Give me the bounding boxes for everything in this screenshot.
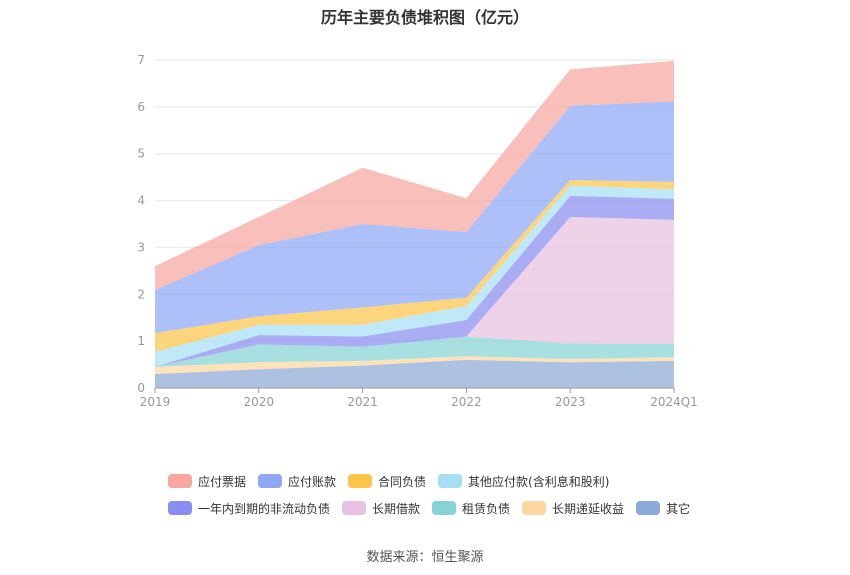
series-area — [155, 60, 674, 291]
legend-row: 一年内到期的非流动负债 长期借款 租赁负债 长期递延收益 其它 — [168, 499, 728, 517]
legend-swatch — [636, 501, 661, 515]
legend-item[interactable]: 长期递延收益 — [522, 499, 624, 517]
legend-item[interactable]: 其它 — [636, 499, 690, 517]
legend-label: 租赁负债 — [462, 501, 511, 516]
legend-item[interactable]: 长期借款 — [342, 499, 420, 517]
x-tick-label: 2022 — [451, 395, 482, 409]
x-tick-label: 2024Q1 — [650, 395, 698, 409]
stacked-area-chart: 0 1 2 3 4 5 6 7 2019 2020 2021 2022 2023 2024Q1 — [137, 53, 698, 409]
legend-label: 其它 — [666, 501, 691, 516]
y-tick-label: 6 — [137, 100, 145, 114]
series-area — [155, 185, 674, 367]
y-tick-label: 1 — [137, 334, 145, 348]
legend-label: 合同负债 — [378, 474, 427, 489]
legend-swatch — [348, 474, 373, 488]
chart-title: 历年主要负债堆积图（亿元） — [320, 8, 529, 27]
legend-swatch — [168, 501, 192, 515]
legend-item[interactable]: 一年内到期的非流动负债 — [168, 499, 330, 517]
y-tick-label: 3 — [137, 240, 145, 254]
x-tick-label: 2020 — [244, 395, 275, 409]
legend-row: 应付票据 应付账款 合同负债 其他应付款(含利息和股利) — [168, 472, 728, 490]
series-area — [155, 336, 674, 367]
series-area — [155, 216, 674, 367]
x-tick-label: 2023 — [555, 395, 586, 409]
legend-item[interactable]: 其他应付款(含利息和股利) — [438, 472, 609, 490]
y-tick-label: 5 — [137, 147, 145, 161]
y-tick-label: 7 — [137, 53, 145, 67]
x-tick-label: 2021 — [347, 395, 378, 409]
y-tick-label: 4 — [137, 194, 145, 208]
y-tick-label: 0 — [137, 381, 145, 395]
legend-item[interactable]: 应付票据 — [168, 472, 246, 490]
series-area — [155, 359, 674, 388]
legend-item[interactable]: 租赁负债 — [432, 499, 510, 517]
y-tick-label: 2 — [137, 287, 145, 301]
series-area — [155, 101, 674, 334]
legend-swatch — [342, 501, 367, 515]
chart-legend: 应付票据 应付账款 合同负债 其他应付款(含利息和股利) 一年内到期的非流动负债 长期借款… — [168, 472, 728, 526]
series-area — [155, 179, 674, 352]
legend-label: 应付账款 — [288, 474, 337, 489]
legend-label: 应付票据 — [198, 474, 247, 489]
legend-swatch — [432, 501, 457, 515]
legend-item[interactable]: 应付账款 — [258, 472, 336, 490]
legend-label: 一年内到期的非流动负债 — [198, 501, 331, 516]
legend-item[interactable]: 合同负债 — [348, 472, 426, 490]
legend-swatch — [258, 474, 283, 488]
series-area — [155, 356, 674, 374]
legend-swatch — [522, 501, 547, 515]
series-area — [155, 195, 674, 367]
x-tick-label: 2019 — [140, 395, 171, 409]
legend-label: 长期递延收益 — [552, 501, 625, 516]
legend-swatch — [168, 474, 192, 488]
data-source: 数据来源：恒生聚源 — [366, 550, 484, 565]
legend-swatch — [438, 474, 463, 488]
legend-label: 长期借款 — [372, 501, 421, 516]
legend-label: 其他应付款(含利息和股利) — [468, 474, 610, 489]
